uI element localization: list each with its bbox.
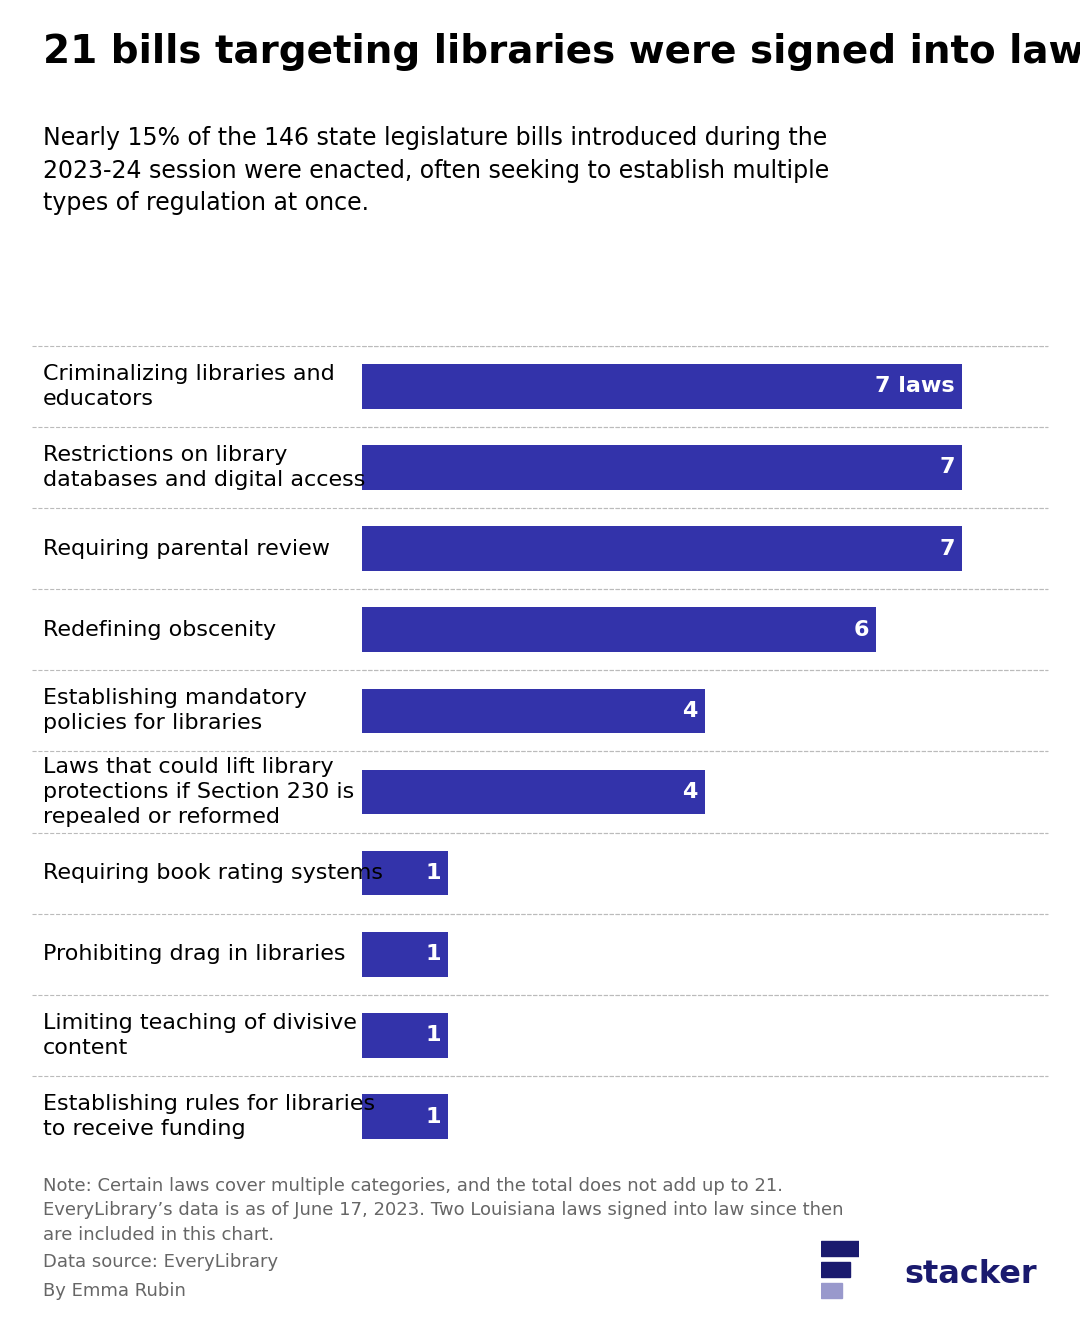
FancyBboxPatch shape bbox=[821, 1241, 859, 1257]
Text: 7: 7 bbox=[940, 458, 955, 477]
Bar bbox=[362, 1013, 447, 1057]
Bar bbox=[362, 932, 447, 976]
Text: Requiring book rating systems: Requiring book rating systems bbox=[43, 863, 383, 883]
Bar bbox=[362, 446, 962, 489]
Text: 21 bills targeting libraries were signed into law: 21 bills targeting libraries were signed… bbox=[43, 33, 1080, 72]
Text: 6: 6 bbox=[854, 620, 869, 640]
Text: Establishing mandatory
policies for libraries: Establishing mandatory policies for libr… bbox=[43, 689, 307, 733]
Text: Restrictions on library
databases and digital access: Restrictions on library databases and di… bbox=[43, 446, 365, 489]
Text: Prohibiting drag in libraries: Prohibiting drag in libraries bbox=[43, 944, 346, 964]
Bar bbox=[362, 689, 705, 733]
Text: Laws that could lift library
protections if Section 230 is
repealed or reformed: Laws that could lift library protections… bbox=[43, 757, 354, 827]
Text: Criminalizing libraries and
educators: Criminalizing libraries and educators bbox=[43, 364, 335, 408]
Bar bbox=[362, 608, 876, 652]
Text: 1: 1 bbox=[426, 944, 441, 964]
Text: stacker: stacker bbox=[904, 1258, 1037, 1290]
Bar bbox=[362, 851, 447, 895]
Text: Redefining obscenity: Redefining obscenity bbox=[43, 620, 276, 640]
Text: 7 laws: 7 laws bbox=[876, 376, 955, 396]
FancyBboxPatch shape bbox=[821, 1262, 850, 1277]
Text: 4: 4 bbox=[683, 701, 698, 721]
Text: 7: 7 bbox=[940, 539, 955, 559]
Text: 1: 1 bbox=[426, 1025, 441, 1045]
FancyBboxPatch shape bbox=[821, 1282, 841, 1298]
Text: Establishing rules for libraries
to receive funding: Establishing rules for libraries to rece… bbox=[43, 1095, 376, 1138]
Bar bbox=[362, 1095, 447, 1138]
Text: Limiting teaching of divisive
content: Limiting teaching of divisive content bbox=[43, 1013, 357, 1057]
Text: Note: Certain laws cover multiple categories, and the total does not add up to 2: Note: Certain laws cover multiple catego… bbox=[43, 1177, 843, 1244]
Text: 1: 1 bbox=[426, 1107, 441, 1127]
Bar bbox=[362, 364, 962, 408]
Text: Data source: EveryLibrary: Data source: EveryLibrary bbox=[43, 1253, 279, 1271]
Bar bbox=[362, 527, 962, 571]
Text: 4: 4 bbox=[683, 782, 698, 802]
Text: 1: 1 bbox=[426, 863, 441, 883]
Text: By Emma Rubin: By Emma Rubin bbox=[43, 1282, 186, 1301]
Text: Requiring parental review: Requiring parental review bbox=[43, 539, 330, 559]
Text: Nearly 15% of the 146 state legislature bills introduced during the
2023-24 sess: Nearly 15% of the 146 state legislature … bbox=[43, 126, 829, 215]
Bar bbox=[362, 770, 705, 814]
